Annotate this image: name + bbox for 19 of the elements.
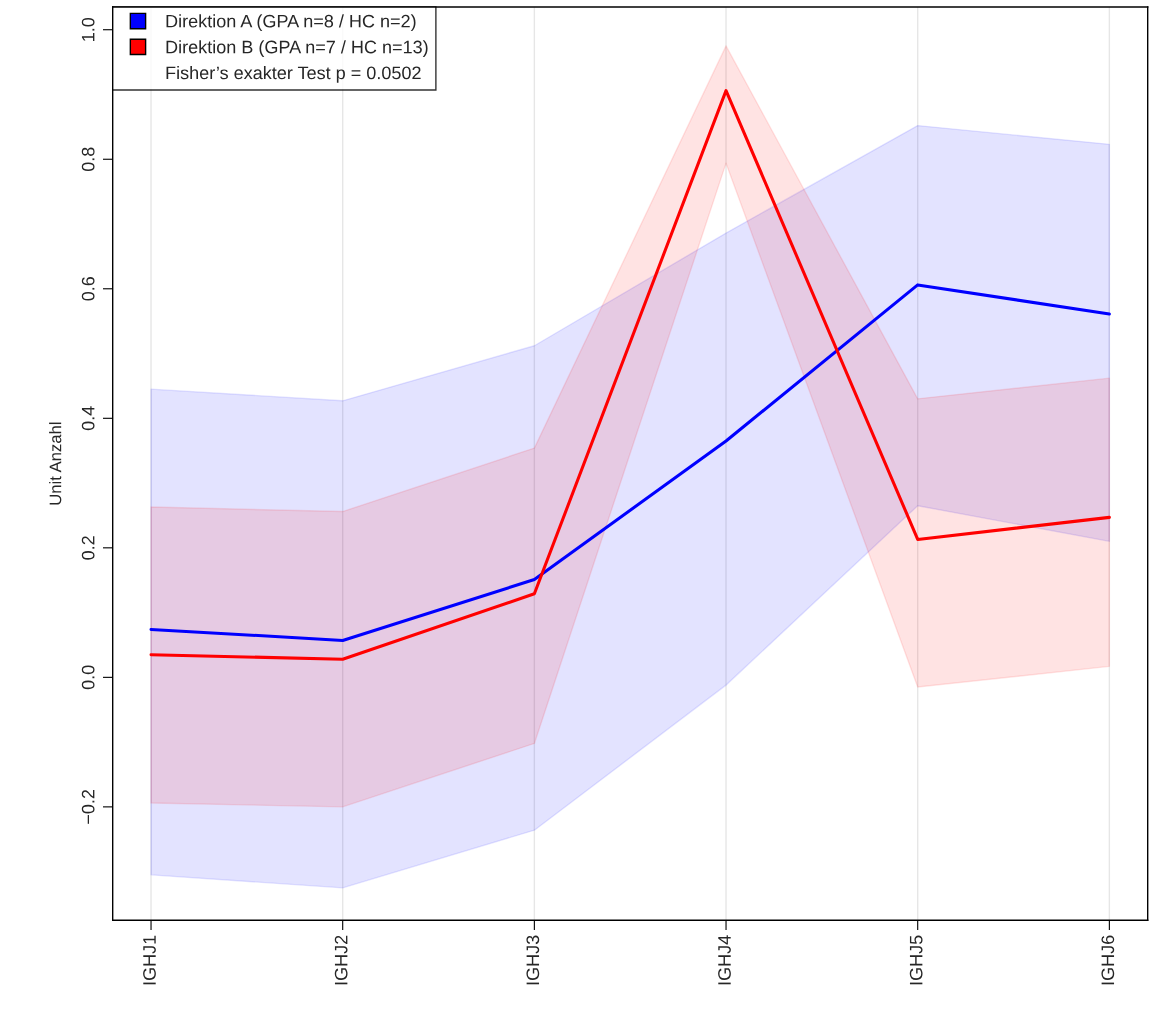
y-axis-title: Unit Anzahl — [49, 422, 62, 505]
y-tick-label: −0.2 — [81, 789, 95, 824]
line-series — [149, 89, 1111, 661]
x-tick-label: IGHJ3 — [526, 935, 540, 985]
annotation: Fisher’s exakter Test p = 0.0502 — [166, 66, 421, 83]
y-tick-label: 0.0 — [81, 665, 95, 690]
y-tick-label: 1.0 — [81, 17, 95, 41]
y-tick-label: 0.2 — [81, 536, 95, 560]
y-tick-label: 0.8 — [81, 147, 95, 172]
y-tick-label: 0.6 — [81, 277, 95, 301]
x-tick-label: IGHJ1 — [143, 935, 156, 985]
x-tick-label: IGHJ6 — [1101, 935, 1115, 985]
legend-label: Direktion B (GPA n=7 / HC n=13) — [166, 40, 428, 57]
legend-label: Direktion A (GPA n=8 / HC n=2) — [166, 14, 416, 32]
y-tick-label: 0.4 — [81, 406, 95, 431]
line-series — [149, 283, 1111, 642]
x-tick-label: IGHJ4 — [718, 935, 731, 985]
x-tick-label: IGHJ5 — [909, 935, 923, 985]
x-tick-label: IGHJ2 — [334, 935, 348, 985]
